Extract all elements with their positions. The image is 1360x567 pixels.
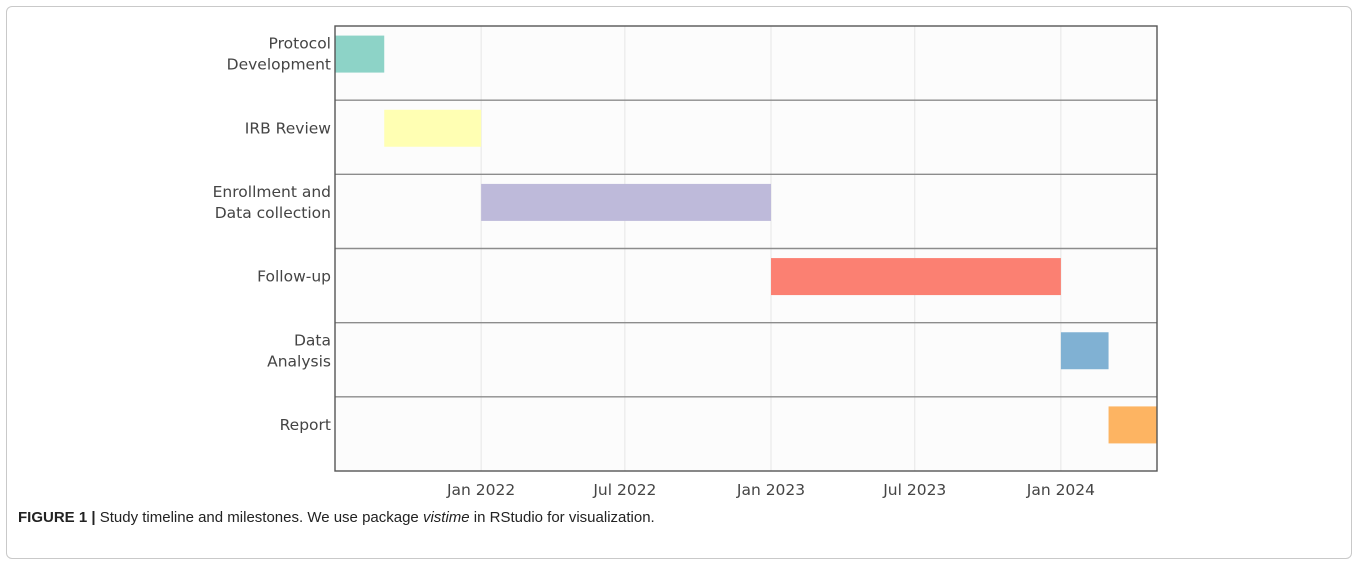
x-tick-label: Jan 2022 [446,481,515,499]
event-label: Analysis [267,352,331,370]
event-label: Protocol [269,35,331,53]
event-bar [481,183,772,221]
event-label: Data [294,331,331,349]
event-labels: Protocol Development IRB Review Enrollment … [213,35,332,434]
event-label: Development [227,56,331,74]
event-label: Report [280,416,331,434]
event-bar [1060,332,1109,370]
caption-text-after: in RStudio for visualization. [469,509,655,526]
event-label: Follow-up [257,268,331,286]
caption-package-name: vistime [422,509,470,526]
row-separators [335,99,1157,398]
event-bars [335,35,1157,444]
event-bar [384,109,482,147]
x-axis-ticks: Jan 2022 Jul 2022 Jan 2023 Jul 2023 Jan 2024 [446,481,1095,499]
event-label: IRB Review [245,119,332,137]
caption-figure-label: FIGURE 1 | [18,509,96,526]
event-label: Data collection [215,204,331,222]
event-bar [771,258,1061,296]
x-tick-label: Jan 2024 [1026,481,1095,499]
x-tick-label: Jan 2023 [736,481,805,499]
figure-caption: FIGURE 1 | Study timeline and milestones… [18,509,1338,526]
x-tick-label: Jul 2022 [592,481,656,499]
x-tick-label: Jul 2023 [882,481,946,499]
timeline-chart: Protocol Development IRB Review Enrollment … [213,25,1158,499]
plot-border [334,25,1158,472]
caption-text-before: Study timeline and milestones. We use pa… [95,509,423,526]
event-bar [335,35,385,73]
event-label: Enrollment and [213,183,331,201]
event-bar [1108,406,1157,444]
